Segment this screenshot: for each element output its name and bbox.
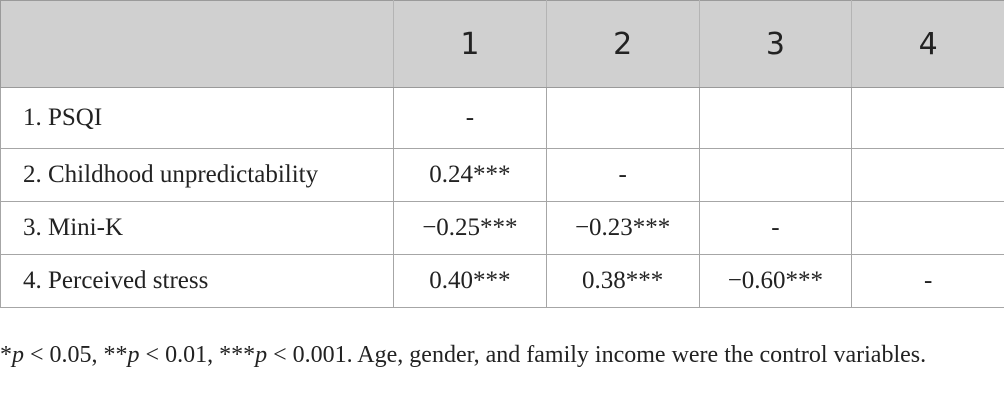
footnote-text: * <box>0 342 12 368</box>
table-cell: −0.23*** <box>545 201 700 255</box>
table-row: 3. Mini-K −0.25*** −0.23*** - <box>0 201 1004 255</box>
table-cell: −0.25*** <box>393 201 547 255</box>
footnote-text: < 0.05, ** <box>24 342 128 368</box>
footnote-p-symbol: p <box>127 342 140 368</box>
table-cell: - <box>393 87 547 149</box>
table-cell: - <box>851 254 1004 308</box>
header-col-3: 3 <box>698 0 853 88</box>
table-cell: −0.60*** <box>698 254 853 308</box>
table-cell <box>698 87 853 149</box>
row-label: 2. Childhood unpredictability <box>0 148 394 202</box>
table-cell <box>545 87 700 149</box>
footnote-text: < 0.01, *** <box>139 342 256 368</box>
table-row: 2. Childhood unpredictability 0.24*** - <box>0 148 1004 202</box>
table-cell: - <box>698 201 853 255</box>
header-corner <box>0 0 394 88</box>
table-row: 4. Perceived stress 0.40*** 0.38*** −0.6… <box>0 254 1004 308</box>
correlation-table: 1 2 3 4 1. PSQI - 2. Childhood unpredict… <box>0 0 1004 308</box>
table-cell: 0.38*** <box>545 254 700 308</box>
table-footnote: *p < 0.05, **p < 0.01, ***p < 0.001. Age… <box>0 338 1000 372</box>
footnote-text: < 0.001. Age, gender, and family income … <box>267 342 927 368</box>
table-cell <box>851 148 1004 202</box>
table-cell: 0.40*** <box>393 254 547 308</box>
header-col-2: 2 <box>545 0 700 88</box>
footnote-p-symbol: p <box>255 342 268 368</box>
row-label: 3. Mini-K <box>0 201 394 255</box>
header-col-4: 4 <box>851 0 1004 88</box>
table-cell <box>698 148 853 202</box>
table-cell <box>851 87 1004 149</box>
table-cell <box>851 201 1004 255</box>
table-cell: - <box>545 148 700 202</box>
row-label: 1. PSQI <box>0 87 394 149</box>
header-row: 1 2 3 4 <box>0 0 1004 88</box>
table-row: 1. PSQI - <box>0 87 1004 149</box>
header-col-1: 1 <box>393 0 547 88</box>
row-label: 4. Perceived stress <box>0 254 394 308</box>
footnote-p-symbol: p <box>12 342 24 368</box>
table-cell: 0.24*** <box>393 148 547 202</box>
